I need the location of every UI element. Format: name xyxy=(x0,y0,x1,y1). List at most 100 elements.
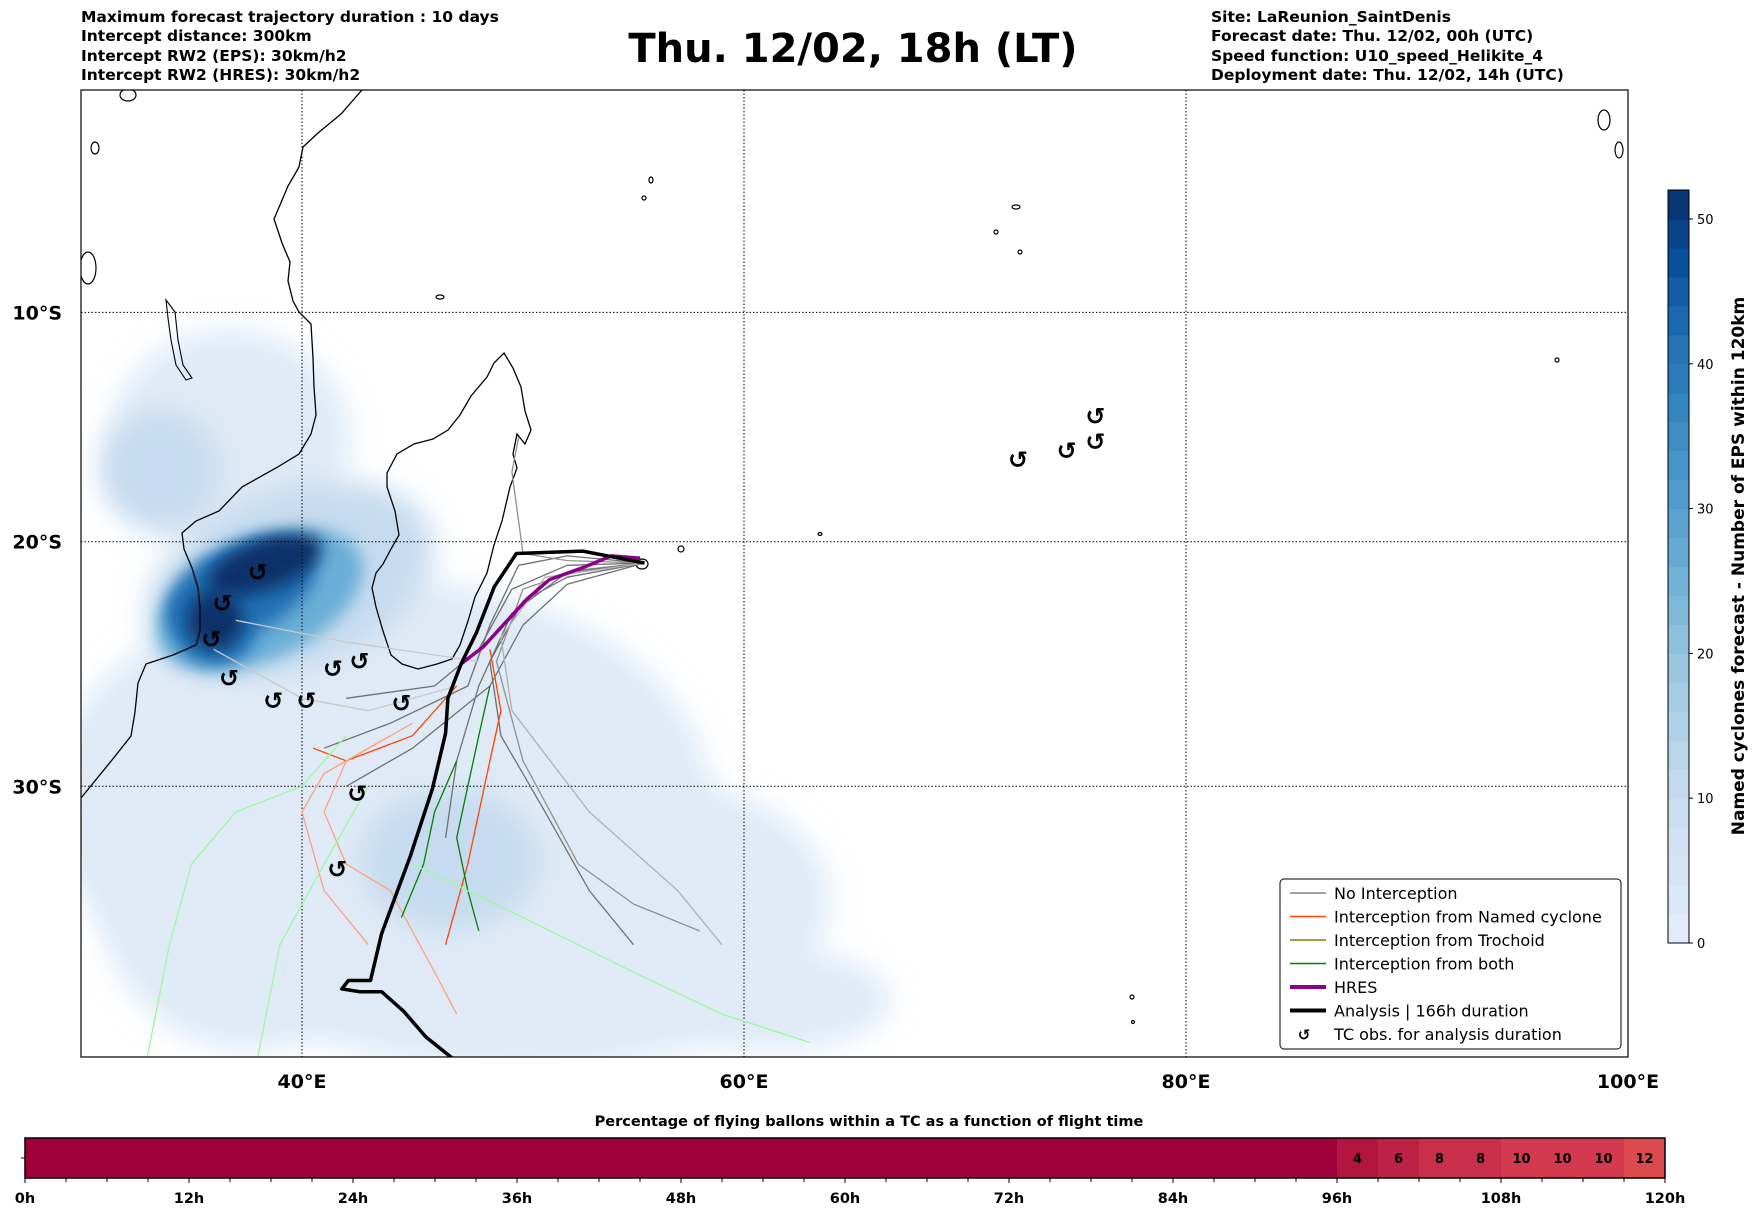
tc-obs-icon: ↺ xyxy=(1008,446,1028,474)
map-axis-labels: 40°E 60°E 80°E 100°E 10°S 20°S 30°S xyxy=(12,302,1659,1093)
flight-time-cell xyxy=(1173,1138,1215,1178)
ensemble-track-both xyxy=(400,760,458,918)
lat-tick-label: 10°S xyxy=(12,302,62,324)
flight-time-cell xyxy=(230,1138,272,1178)
hres-track xyxy=(460,554,641,666)
colorbar-tick-label: 50 xyxy=(1697,213,1714,228)
flight-time-cell xyxy=(517,1138,559,1178)
colorbar-tick-label: 30 xyxy=(1697,503,1714,518)
flight-time-cell xyxy=(1419,1138,1461,1178)
colorbar-frame xyxy=(1667,189,1690,944)
colorbar-bin xyxy=(1668,769,1689,799)
flight-time-cell xyxy=(312,1138,354,1178)
island-outline xyxy=(1017,249,1023,255)
cell-value-label: 12 xyxy=(1635,1152,1653,1167)
flight-time-cell xyxy=(1132,1138,1174,1178)
lon-tick-label: 80°E xyxy=(1162,1071,1211,1093)
intercept-eps-text: Intercept RW2 (EPS): 30km/h2 xyxy=(81,47,347,65)
island-outline xyxy=(993,229,999,235)
header-left: Maximum forecast trajectory duration : 1… xyxy=(81,8,499,84)
ensemble-track-none xyxy=(500,562,723,946)
legend-label: TC obs. for analysis duration xyxy=(1333,1025,1562,1044)
colorbar-bin xyxy=(1668,190,1689,220)
colorbar-bin xyxy=(1668,334,1689,365)
cyclone-density-field xyxy=(81,330,890,1057)
flight-time-cell xyxy=(1624,1138,1666,1178)
tc-obs-icon: ↺ xyxy=(323,655,343,683)
tc-obs-icon: ↺ xyxy=(391,689,411,717)
colorbar-bin xyxy=(1668,827,1689,857)
colorbar-bin xyxy=(1668,566,1689,596)
flight-time-cell xyxy=(1255,1138,1297,1178)
bar-x-tick-label: 12h xyxy=(174,1191,205,1207)
flight-time-cell xyxy=(886,1138,928,1178)
ensemble-tracks xyxy=(146,437,811,1057)
flight-time-cell xyxy=(66,1138,108,1178)
island-outline xyxy=(1011,204,1021,210)
tc-obs-icon: ↺ xyxy=(219,665,239,693)
flight-time-cell xyxy=(189,1138,231,1178)
island-outline xyxy=(1614,141,1624,159)
flight-time-cell xyxy=(968,1138,1010,1178)
tc-obs-icon: ↺ xyxy=(1085,428,1105,456)
legend-tc-icon: ↺ xyxy=(1298,1026,1311,1044)
island-outline xyxy=(81,251,97,285)
tc-obs-icon: ↺ xyxy=(263,687,283,715)
colorbar-tick-label: 10 xyxy=(1697,792,1714,807)
island-outline xyxy=(677,545,685,553)
flight-time-cell xyxy=(1050,1138,1092,1178)
ensemble-track-none xyxy=(511,437,645,564)
bar-x-tick-label: 36h xyxy=(502,1191,533,1207)
colorbar-bin xyxy=(1668,247,1689,278)
colorbar-bin xyxy=(1668,363,1689,394)
flight-time-cell xyxy=(804,1138,846,1178)
colorbar-bin xyxy=(1668,305,1689,336)
figure-title: Thu. 12/02, 18h (LT) xyxy=(628,26,1077,72)
colorbar-tick-label: 40 xyxy=(1697,358,1714,373)
bar-x-tick-label: 120h xyxy=(1645,1191,1686,1207)
density-blob xyxy=(670,950,890,1050)
bar-x-tick-label: 24h xyxy=(338,1191,369,1207)
flight-time-cell xyxy=(148,1138,190,1178)
colorbar-bin xyxy=(1668,798,1689,828)
colorbar-tick-label: 20 xyxy=(1697,647,1714,662)
lat-tick-label: 20°S xyxy=(12,532,62,554)
ensemble-track-both xyxy=(412,863,811,1044)
flight-time-cell xyxy=(599,1138,641,1178)
colorbar-bin xyxy=(1668,508,1689,539)
tc-obs-icon: ↺ xyxy=(296,687,316,715)
flight-time-cell xyxy=(1214,1138,1256,1178)
density-blob xyxy=(207,533,323,597)
island-outline xyxy=(435,294,445,300)
map-gridlines xyxy=(81,90,1628,1057)
colorbar-bin xyxy=(1668,421,1689,452)
ensemble-track-named xyxy=(444,649,502,945)
tc-obs-icon: ↺ xyxy=(201,626,221,654)
ensemble-track-both xyxy=(257,785,369,1057)
max-duration-text: Maximum forecast trajectory duration : 1… xyxy=(81,8,499,26)
colorbar-bin xyxy=(1668,218,1689,249)
flight-time-cell xyxy=(394,1138,436,1178)
ensemble-track-none xyxy=(444,562,645,838)
cell-value-label: 4 xyxy=(1353,1152,1362,1167)
legend-label: Interception from Trochoid xyxy=(1334,931,1545,950)
flight-time-cell xyxy=(1460,1138,1502,1178)
island-outline xyxy=(1129,994,1135,1000)
coastlines xyxy=(81,90,1624,1025)
flight-time-cell xyxy=(1378,1138,1420,1178)
flight-time-cell xyxy=(640,1138,682,1178)
bar-x-tick-label: 108h xyxy=(1481,1191,1522,1207)
flight-time-cell xyxy=(681,1138,723,1178)
colorbar-bin xyxy=(1668,682,1689,712)
colorbar-bin xyxy=(1668,595,1689,625)
colorbar-bin xyxy=(1668,479,1689,510)
forecast-date-text: Forecast date: Thu. 12/02, 00h (UTC) xyxy=(1211,27,1533,45)
ensemble-track-none xyxy=(345,562,645,787)
colorbar-bin xyxy=(1668,392,1689,423)
bar-x-tick-label: 48h xyxy=(666,1191,697,1207)
flight-time-cell xyxy=(1542,1138,1584,1178)
colorbar-bin xyxy=(1668,914,1689,944)
ensemble-track-none xyxy=(323,555,645,749)
legend-label: HRES xyxy=(1334,978,1377,997)
tc-obs-icon: ↺ xyxy=(248,558,268,586)
